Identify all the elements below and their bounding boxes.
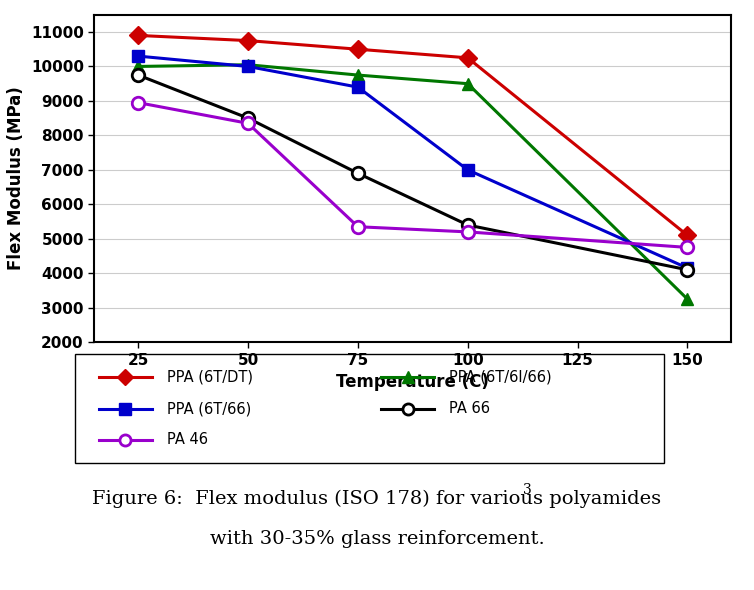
PPA (6T/DT) [354,45,363,53]
PPA (6T/66) [354,84,363,91]
PA 66 [463,221,472,228]
PA 46 [683,244,692,251]
Line: PPA (6T/DT): PPA (6T/DT) [132,29,694,241]
PPA (6T/DT) [244,37,253,44]
PA 66 [683,266,692,273]
Line: PPA (6T/6I/66): PPA (6T/6I/66) [132,58,694,306]
PPA (6T/DT) [133,32,143,39]
PA 46 [244,120,253,127]
PPA (6T/6I/66) [133,63,143,70]
Y-axis label: Flex Modulus (MPa): Flex Modulus (MPa) [8,87,26,270]
PA 66 [354,170,363,177]
Line: PPA (6T/66): PPA (6T/66) [132,50,694,274]
Text: Figure 6:  Flex modulus (ISO 178) for various polyamides: Figure 6: Flex modulus (ISO 178) for var… [93,490,661,508]
PPA (6T/6I/66) [244,61,253,68]
Text: 3: 3 [523,483,532,497]
PPA (6T/DT) [683,232,692,239]
PPA (6T/66) [133,53,143,60]
PA 46 [463,228,472,235]
X-axis label: Temperature (C): Temperature (C) [336,373,489,391]
PPA (6T/6I/66) [463,80,472,87]
PPA (6T/66) [683,264,692,271]
PPA (6T/66) [463,166,472,173]
Text: PPA (6T/66): PPA (6T/66) [167,401,251,416]
Line: PA 46: PA 46 [132,96,694,254]
Text: PPA (6T/6I/66): PPA (6T/6I/66) [449,370,551,385]
Text: PA 66: PA 66 [449,401,490,416]
Text: PA 46: PA 46 [167,432,207,447]
PPA (6T/6I/66) [354,71,363,78]
PPA (6T/6I/66) [683,296,692,303]
PPA (6T/66) [244,63,253,70]
PA 66 [133,71,143,78]
PPA (6T/DT) [463,54,472,61]
Text: PPA (6T/DT): PPA (6T/DT) [167,370,253,385]
Line: PA 66: PA 66 [132,69,694,276]
PA 46 [133,99,143,106]
PA 66 [244,114,253,122]
Text: with 30-35% glass reinforcement.: with 30-35% glass reinforcement. [210,530,544,548]
PA 46 [354,223,363,230]
